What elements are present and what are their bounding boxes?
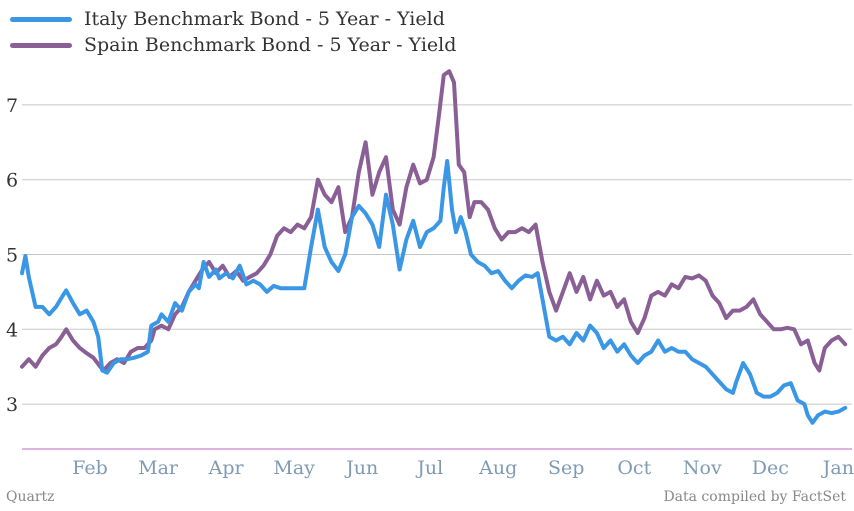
y-tick-label: 7 [6,95,18,117]
legend: Italy Benchmark Bond - 5 Year - Yield Sp… [10,6,456,58]
series-line-italy [20,159,848,425]
x-tick-label: Nov [683,457,722,479]
series-line-spain [20,69,848,373]
legend-label-spain: Spain Benchmark Bond - 5 Year - Yield [84,34,457,56]
source-right: Data compiled by FactSet [663,489,846,505]
y-tick-label: 6 [6,170,18,192]
legend-swatch-spain [10,42,72,48]
x-tick-label: Mar [138,457,179,479]
grid-lines [22,104,852,450]
x-tick-label: Apr [208,457,245,479]
x-tick-label: Oct [617,457,651,479]
series-lines [20,69,848,425]
x-axis-ticks: Feb Mar Apr May Jun Jul Aug Sep Oct Nov Dec Jan [72,457,854,479]
chart-plot: 3 4 5 6 7 Feb Mar Apr May Jun Jul Aug Sep Oct Nov Dec J… [6,69,854,479]
y-tick-label: 4 [6,319,18,341]
y-axis-ticks: 3 4 5 6 7 [6,95,18,416]
legend-item-spain[interactable]: Spain Benchmark Bond - 5 Year - Yield [10,32,456,58]
y-tick-label: 3 [6,394,18,416]
y-tick-label: 5 [6,245,18,267]
legend-swatch-italy [10,16,72,22]
source-left: Quartz [6,489,55,505]
x-tick-label: Jun [344,457,378,479]
legend-label-italy: Italy Benchmark Bond - 5 Year - Yield [84,8,445,30]
x-tick-label: Jul [415,457,443,479]
x-tick-label: Feb [72,457,108,479]
x-tick-label: Aug [478,457,517,479]
x-tick-label: Jan [821,457,854,479]
x-tick-label: May [273,457,315,479]
x-tick-label: Dec [752,457,789,479]
legend-item-italy[interactable]: Italy Benchmark Bond - 5 Year - Yield [10,6,456,32]
x-tick-label: Sep [548,457,584,479]
